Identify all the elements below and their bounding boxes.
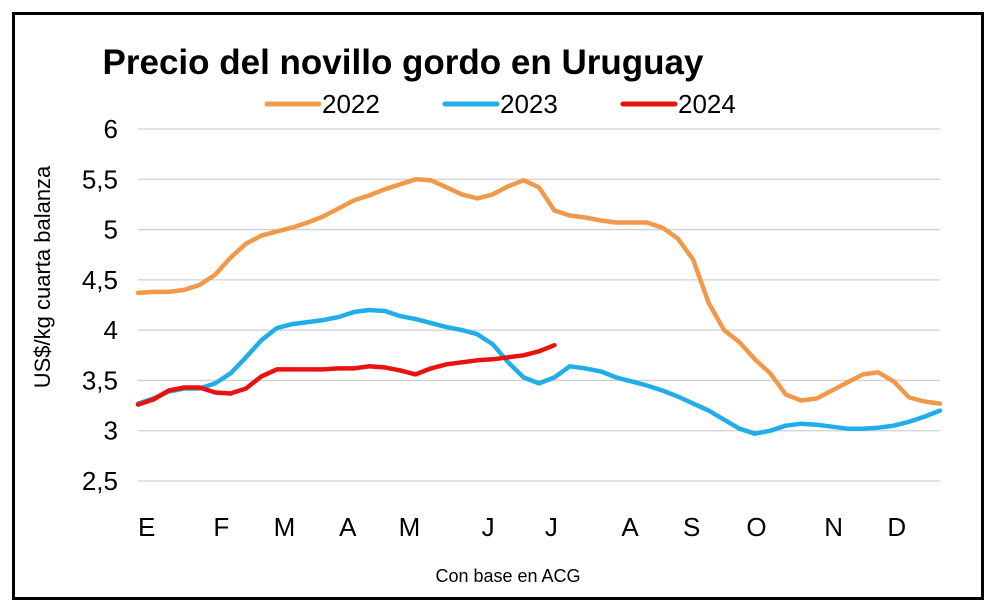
x-tick-label: M — [274, 512, 296, 542]
x-tick-label: O — [746, 512, 766, 542]
chart-frame: Precio del novillo gordo en Uruguay 2022… — [12, 12, 984, 600]
legend-label-2023: 2023 — [500, 89, 558, 119]
x-tick-label: J — [545, 512, 558, 542]
y-tick-label: 3,5 — [82, 365, 118, 395]
legend: 2022 2023 2024 — [264, 89, 736, 119]
series-lines — [135, 177, 943, 436]
x-tick-label: D — [887, 512, 906, 542]
y-tick-label: 4 — [104, 315, 118, 345]
y-tick-label: 3 — [104, 416, 118, 446]
chart-title: Precio del novillo gordo en Uruguay — [103, 43, 704, 82]
y-axis-ticks: 2,5 3 3,5 4 4,5 5 5,5 6 — [82, 114, 118, 496]
legend-label-2022: 2022 — [322, 89, 380, 119]
x-tick-label: M — [399, 512, 421, 542]
x-tick-label: N — [824, 512, 843, 542]
line-chart: Precio del novillo gordo en Uruguay 2022… — [30, 43, 943, 586]
series-line-2024 — [135, 342, 557, 407]
y-tick-label: 6 — [104, 114, 118, 144]
y-axis-label: US$/kg cuarta balanza — [30, 165, 55, 388]
x-tick-label: F — [213, 512, 229, 542]
x-tick-label: A — [621, 512, 639, 542]
y-tick-label: 4,5 — [82, 265, 118, 295]
y-tick-label: 5,5 — [82, 164, 118, 194]
x-tick-label: J — [482, 512, 495, 542]
x-tick-label: A — [339, 512, 357, 542]
series-line-2023 — [135, 307, 943, 436]
y-tick-label: 2,5 — [82, 466, 118, 496]
source-note: Con base en ACG — [435, 566, 580, 586]
x-tick-label: E — [138, 512, 155, 542]
x-tick-label: S — [683, 512, 700, 542]
series-line-2022 — [135, 177, 943, 406]
legend-label-2024: 2024 — [678, 89, 736, 119]
gridlines — [138, 128, 940, 482]
y-tick-label: 5 — [104, 215, 118, 245]
